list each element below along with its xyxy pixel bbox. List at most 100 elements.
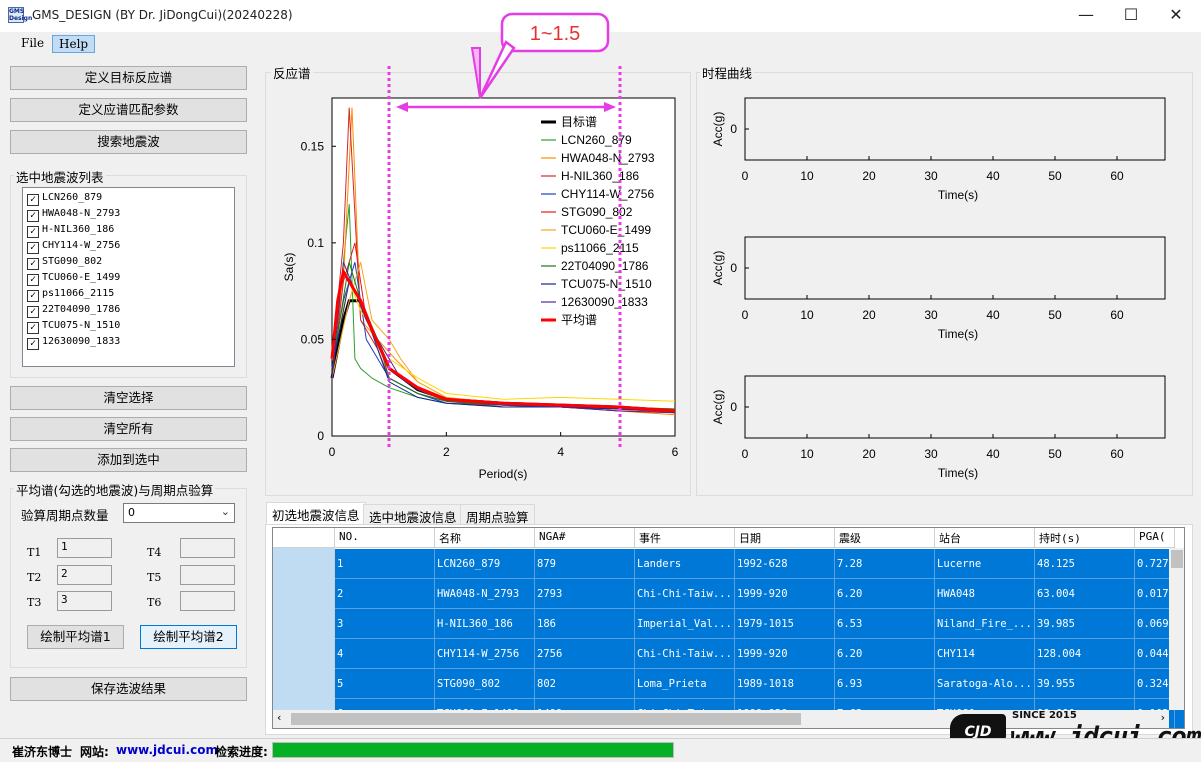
search-waves-button[interactable]: 搜索地震波: [10, 130, 247, 154]
draw-average-spectrum-1-button[interactable]: 绘制平均谱1: [27, 625, 124, 649]
vertical-scroll-thumb[interactable]: [1171, 550, 1183, 568]
table-cell[interactable]: Loma_Prieta: [635, 669, 735, 699]
t5-field[interactable]: [180, 565, 235, 585]
checkbox-checked-icon[interactable]: ✓: [27, 322, 39, 334]
menu-help[interactable]: Help: [52, 35, 96, 53]
wave-list-item[interactable]: ✓ LCN260_879: [27, 191, 102, 207]
wave-list-item[interactable]: ✓ 12630090_1833: [27, 335, 120, 351]
table-cell[interactable]: 1: [335, 549, 435, 579]
menu-file[interactable]: File: [21, 36, 45, 50]
t3-field[interactable]: 3: [57, 591, 112, 611]
table-cell[interactable]: 186: [535, 609, 635, 639]
t1-field[interactable]: 1: [57, 538, 112, 558]
tab-initial-waves[interactable]: 初选地震波信息: [266, 502, 366, 524]
table-cell[interactable]: 802: [535, 669, 635, 699]
clear-selection-button[interactable]: 清空选择: [10, 386, 247, 410]
wave-checklist[interactable]: ✓ LCN260_879 ✓ HWA048-N_2793 ✓ H-NIL360_186 ✓ C…: [22, 187, 235, 367]
wave-list-item[interactable]: ✓ H-NIL360_186: [27, 223, 114, 239]
table-cell[interactable]: 5: [335, 669, 435, 699]
wave-list-item[interactable]: ✓ STG090_802: [27, 255, 102, 271]
define-match-params-button[interactable]: 定义应谱匹配参数: [10, 98, 247, 122]
table-row[interactable]: 4 CHY114-W_2756 2756 Chi-Chi-Taiw... 1999-92…: [335, 639, 1184, 669]
checkbox-checked-icon[interactable]: ✓: [27, 242, 39, 254]
column-header[interactable]: 站台: [935, 528, 1035, 548]
table-cell[interactable]: 48.125: [1035, 549, 1135, 579]
table-row[interactable]: 1 LCN260_879 879 Landers 1992-628 7.28 Lucerne…: [335, 549, 1184, 579]
table-cell[interactable]: Lucerne: [935, 549, 1035, 579]
define-target-spectrum-button[interactable]: 定义目标反应谱: [10, 66, 247, 90]
column-header[interactable]: 震级: [835, 528, 935, 548]
table-cell[interactable]: 39.955: [1035, 669, 1135, 699]
table-cell[interactable]: H-NIL360_186: [435, 609, 535, 639]
table-cell[interactable]: 3: [335, 609, 435, 639]
column-header[interactable]: 持时(s): [1035, 528, 1135, 548]
checkbox-checked-icon[interactable]: ✓: [27, 290, 39, 302]
wave-list-item[interactable]: ✓ TCU075-N_1510: [27, 319, 120, 335]
table-cell[interactable]: CHY114-W_2756: [435, 639, 535, 669]
table-cell[interactable]: 39.985: [1035, 609, 1135, 639]
checkbox-checked-icon[interactable]: ✓: [27, 226, 39, 238]
table-cell[interactable]: Landers: [635, 549, 735, 579]
table-cell[interactable]: 2: [335, 579, 435, 609]
column-header[interactable]: PGA(: [1135, 528, 1175, 548]
close-button[interactable]: ✕: [1169, 5, 1183, 24]
table-cell[interactable]: CHY114: [935, 639, 1035, 669]
wave-list-item[interactable]: ✓ 22T04090_1786: [27, 303, 120, 319]
table-cell[interactable]: Chi-Chi-Taiw...: [635, 579, 735, 609]
table-cell[interactable]: Chi-Chi-Taiw...: [635, 639, 735, 669]
period-count-select[interactable]: 0 ⌄: [123, 503, 235, 523]
table-cell[interactable]: HWA048-N_2793: [435, 579, 535, 609]
table-cell[interactable]: 1999-920: [735, 579, 835, 609]
checkbox-checked-icon[interactable]: ✓: [27, 338, 39, 350]
wave-list-item[interactable]: ✓ ps11066_2115: [27, 287, 114, 303]
column-header[interactable]: 日期: [735, 528, 835, 548]
t4-field[interactable]: [180, 538, 235, 558]
table-cell[interactable]: 63.004: [1035, 579, 1135, 609]
tab-period-check[interactable]: 周期点验算: [460, 504, 535, 525]
table-row[interactable]: 3 H-NIL360_186 186 Imperial_Val... 1979-1015…: [335, 609, 1184, 639]
table-row[interactable]: 2 HWA048-N_2793 2793 Chi-Chi-Taiw... 1999-92…: [335, 579, 1184, 609]
column-header[interactable]: 名称: [435, 528, 535, 548]
draw-average-spectrum-2-button[interactable]: 绘制平均谱2: [140, 625, 237, 649]
table-cell[interactable]: 4: [335, 639, 435, 669]
horizontal-scrollbar[interactable]: ‹ ›: [273, 710, 1169, 728]
table-cell[interactable]: 6.20: [835, 639, 935, 669]
table-cell[interactable]: Niland_Fire_...: [935, 609, 1035, 639]
table-cell[interactable]: 1992-628: [735, 549, 835, 579]
t2-field[interactable]: 2: [57, 565, 112, 585]
wave-list-item[interactable]: ✓ HWA048-N_2793: [27, 207, 120, 223]
table-cell[interactable]: HWA048: [935, 579, 1035, 609]
table-cell[interactable]: 6.93: [835, 669, 935, 699]
checkbox-checked-icon[interactable]: ✓: [27, 258, 39, 270]
table-cell[interactable]: 1989-1018: [735, 669, 835, 699]
column-header[interactable]: NO.: [335, 528, 435, 548]
scroll-left-icon[interactable]: ‹: [277, 711, 282, 724]
wave-list-item[interactable]: ✓ TCU060-E_1499: [27, 271, 120, 287]
wave-info-table[interactable]: NO. 名称 NGA# 事件 日期 震级 站台 持时(s) PGA( 1 LCN260_879 87…: [272, 527, 1185, 729]
vertical-scrollbar[interactable]: [1169, 548, 1184, 710]
wave-list-item[interactable]: ✓ CHY114-W_2756: [27, 239, 120, 255]
column-header[interactable]: 事件: [635, 528, 735, 548]
table-cell[interactable]: 7.28: [835, 549, 935, 579]
site-link[interactable]: www.jdcui.com: [116, 743, 218, 757]
maximize-button[interactable]: ☐: [1123, 5, 1139, 24]
table-cell[interactable]: 879: [535, 549, 635, 579]
table-cell[interactable]: LCN260_879: [435, 549, 535, 579]
checkbox-checked-icon[interactable]: ✓: [27, 274, 39, 286]
horizontal-scroll-thumb[interactable]: [291, 713, 801, 725]
t6-field[interactable]: [180, 591, 235, 611]
table-row[interactable]: 5 STG090_802 802 Loma_Prieta 1989-1018 6.93 Sa…: [335, 669, 1184, 699]
save-result-button[interactable]: 保存选波结果: [10, 677, 247, 701]
tab-selected-waves[interactable]: 选中地震波信息: [363, 504, 463, 525]
scroll-right-icon[interactable]: ›: [1160, 711, 1165, 724]
column-header[interactable]: NGA#: [535, 528, 635, 548]
table-cell[interactable]: 2756: [535, 639, 635, 669]
checkbox-checked-icon[interactable]: ✓: [27, 306, 39, 318]
table-cell[interactable]: 6.20: [835, 579, 935, 609]
table-cell[interactable]: 6.53: [835, 609, 935, 639]
table-cell[interactable]: Saratoga-Alo...: [935, 669, 1035, 699]
table-cell[interactable]: Imperial_Val...: [635, 609, 735, 639]
add-to-selected-button[interactable]: 添加到选中: [10, 448, 247, 472]
checkbox-checked-icon[interactable]: ✓: [27, 194, 39, 206]
table-cell[interactable]: STG090_802: [435, 669, 535, 699]
